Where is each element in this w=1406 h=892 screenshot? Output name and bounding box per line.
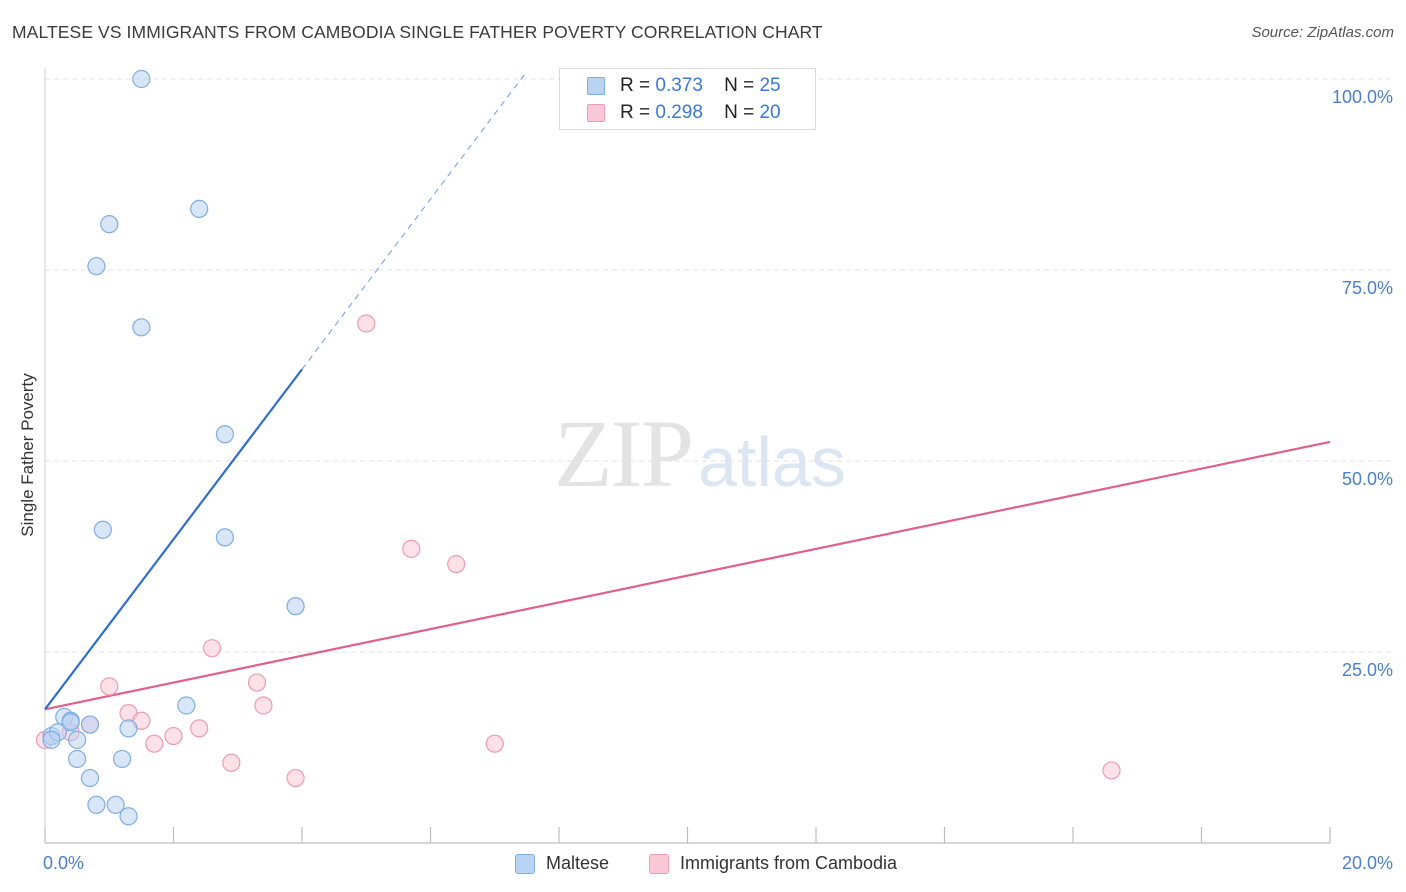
point-maltese xyxy=(42,730,61,749)
x-tick-label: 0.0% xyxy=(43,853,84,873)
point-maltese xyxy=(87,257,106,276)
axes xyxy=(44,68,1331,844)
source-label: Source: ZipAtlas.com xyxy=(1251,24,1394,41)
y-tick-label: 100.0% xyxy=(1332,87,1393,107)
point-cambodia xyxy=(202,639,222,658)
point-maltese xyxy=(61,713,80,732)
n-value: 25 xyxy=(759,75,781,96)
trend-lines xyxy=(44,71,1331,711)
chart-title: MALTESE VS IMMIGRANTS FROM CAMBODIA SING… xyxy=(12,22,823,42)
point-cambodia xyxy=(164,726,183,746)
watermark: ZIPatlas xyxy=(554,398,846,509)
r-label: R = xyxy=(620,102,651,123)
trend-line-maltese-extension xyxy=(301,71,528,370)
stats-text: R = 0.298 N = 20 xyxy=(620,102,781,124)
cambodia-legend-swatch xyxy=(649,854,669,874)
point-cambodia xyxy=(254,696,273,715)
n-label: N = xyxy=(724,102,755,123)
tick-labels: 25.0% 50.0% 75.0% 100.0% 0.0% 20.0% xyxy=(43,87,1393,873)
point-cambodia xyxy=(1102,761,1121,780)
point-cambodia xyxy=(402,539,421,558)
series-legend: Maltese Immigrants from Cambodia xyxy=(0,852,1406,878)
point-maltese xyxy=(87,795,106,814)
r-value: 0.298 xyxy=(655,102,703,123)
n-label: N = xyxy=(724,75,755,96)
legend-label: Immigrants from Cambodia xyxy=(680,853,898,873)
watermark-atlas: atlas xyxy=(698,423,846,501)
maltese-swatch xyxy=(587,77,605,95)
y-tick-label: 50.0% xyxy=(1342,469,1393,489)
point-maltese xyxy=(80,768,100,788)
point-maltese xyxy=(190,199,209,218)
point-cambodia xyxy=(286,768,305,788)
point-cambodia xyxy=(190,719,209,738)
cambodia-swatch xyxy=(587,104,605,122)
point-cambodia xyxy=(447,555,466,574)
point-maltese xyxy=(80,715,100,734)
point-maltese xyxy=(68,749,87,769)
point-maltese xyxy=(215,425,234,444)
point-cambodia xyxy=(247,673,267,692)
r-value: 0.373 xyxy=(655,75,703,96)
point-maltese xyxy=(215,528,234,547)
maltese-legend-swatch xyxy=(515,854,535,874)
point-cambodia xyxy=(485,734,504,753)
legend-label: Maltese xyxy=(546,853,610,873)
stats-text: R = 0.373 N = 25 xyxy=(620,75,781,97)
y-tick-label: 25.0% xyxy=(1342,660,1393,680)
watermark-zip: ZIP xyxy=(554,400,694,507)
point-maltese xyxy=(132,69,151,89)
point-maltese xyxy=(100,215,119,234)
point-maltese xyxy=(177,696,196,715)
point-maltese xyxy=(112,749,132,769)
point-cambodia xyxy=(357,314,376,333)
point-maltese xyxy=(132,318,151,337)
x-tick-label: 20.0% xyxy=(1342,853,1393,873)
point-cambodia xyxy=(145,734,164,753)
point-maltese xyxy=(119,719,138,738)
n-value: 20 xyxy=(759,102,781,123)
point-maltese xyxy=(68,730,87,749)
point-maltese xyxy=(106,795,125,814)
trend-line-cambodia xyxy=(44,440,1331,711)
r-label: R = xyxy=(620,75,651,96)
grid-lines xyxy=(45,78,1392,653)
stats-legend: R = 0.373 N = 25 R = 0.298 N = 20 xyxy=(559,68,816,130)
data-points xyxy=(35,69,1121,826)
y-tick-label: 75.0% xyxy=(1342,278,1393,298)
trend-line-maltese xyxy=(44,368,303,710)
point-cambodia xyxy=(222,753,241,772)
point-maltese xyxy=(286,597,305,616)
point-maltese xyxy=(93,520,112,539)
point-maltese xyxy=(119,807,138,826)
point-cambodia xyxy=(100,677,119,696)
